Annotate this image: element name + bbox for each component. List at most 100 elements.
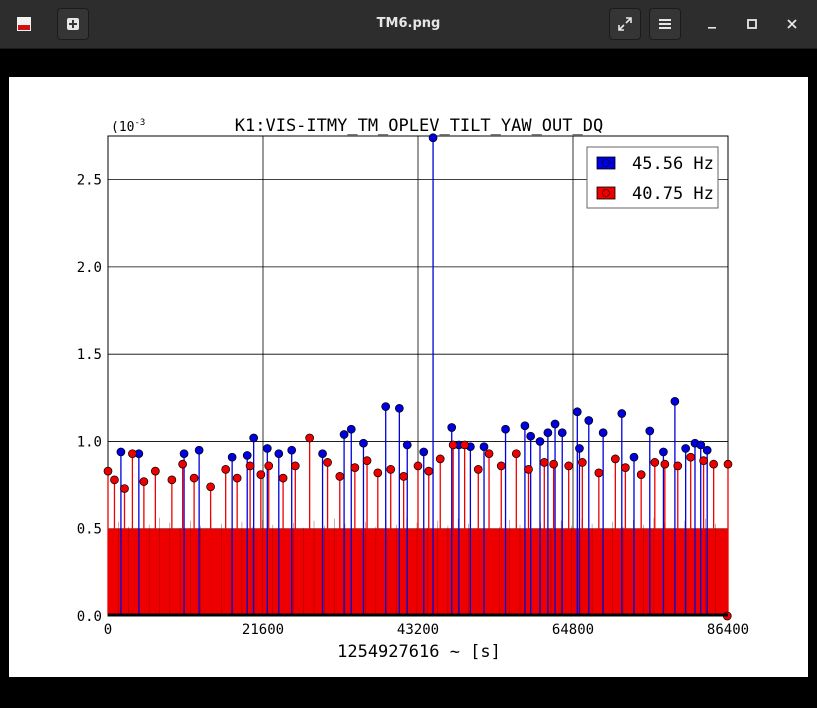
image-canvas: K1:VIS-ITMY_TM_OPLEV_TILT_YAW_OUT_DQ (10… (9, 77, 808, 677)
blue-stem-marker (645, 426, 655, 436)
x-tick-label: 21600 (242, 622, 284, 638)
blue-stem-marker (696, 440, 706, 450)
red-stem-marker (636, 470, 646, 479)
red-stem-marker (305, 433, 314, 443)
blue-stem-marker (339, 430, 349, 439)
red-stem-marker (686, 452, 696, 462)
maximize-button[interactable] (740, 12, 764, 36)
blue-stem-marker (526, 431, 536, 441)
legend: 45.56 Hz 40.75 Hz (586, 146, 719, 209)
y-tick-label: 0.0 (77, 609, 102, 625)
close-button[interactable] (780, 12, 804, 36)
red-stem-marker (245, 461, 255, 471)
red-stem-marker (723, 459, 733, 469)
red-stem-marker (610, 454, 620, 464)
blue-stem-marker (543, 428, 553, 438)
window-title: TM6.png (376, 16, 441, 31)
blue-stem-marker (116, 447, 126, 457)
x-axis-label: 1254927616 ~ [s] (337, 642, 501, 662)
blue-stem-marker (179, 449, 189, 459)
blue-stem-marker (479, 442, 489, 452)
x-tick-label: 0 (104, 622, 112, 638)
red-stem-marker (323, 458, 332, 467)
red-stem-marker (139, 477, 149, 486)
red-stem-marker (650, 458, 660, 467)
y-scale-exponent: -3 (134, 118, 145, 128)
y-tick-label: 2.5 (77, 173, 102, 189)
chart-svg: K1:VIS-ITMY_TM_OPLEV_TILT_YAW_OUT_DQ (10… (77, 116, 749, 662)
red-stem-marker (373, 468, 383, 478)
hamburger-icon (659, 19, 671, 29)
red-stem-marker (413, 461, 423, 471)
fullscreen-button[interactable] (609, 8, 641, 40)
blue-stem-marker (249, 433, 259, 443)
red-stem-marker (524, 465, 533, 474)
blue-stem-marker (557, 428, 567, 438)
close-icon (787, 19, 797, 29)
red-stem-marker (362, 456, 372, 466)
blue-stem-marker (584, 416, 594, 425)
red-stem-marker (386, 465, 396, 474)
blue-stem-marker (359, 438, 368, 448)
red-stem-marker (350, 463, 360, 472)
red-stem-marker (435, 454, 445, 464)
blue-stem-marker (629, 452, 639, 462)
red-stem-marker (167, 475, 177, 485)
legend-label: 40.75 Hz (632, 184, 714, 204)
blue-stem-marker (346, 424, 356, 434)
red-stem-marker (424, 466, 434, 476)
y-tick-label: 2.0 (77, 260, 102, 276)
red-stem-marker (151, 466, 160, 476)
red-stem-marker (256, 470, 266, 479)
red-stem-marker (103, 466, 113, 476)
menu-button[interactable] (649, 8, 681, 40)
minimize-button[interactable] (700, 12, 724, 36)
red-stem-marker (335, 472, 345, 481)
blue-stem-marker (394, 403, 404, 413)
x-tick-label: 86400 (707, 622, 749, 638)
red-stem-marker (699, 456, 708, 466)
blue-stem-marker (194, 445, 204, 455)
red-stem-marker (511, 449, 521, 459)
y-scale-label-base: (10 (111, 120, 134, 135)
plus-box-icon (67, 18, 79, 30)
red-stem-marker (206, 482, 215, 492)
red-stem-marker (484, 449, 494, 459)
new-button[interactable] (57, 8, 89, 40)
legend-marker (602, 189, 610, 197)
blue-stem-marker (535, 437, 545, 446)
red-stem-marker (539, 458, 549, 467)
blue-stem-marker (381, 402, 391, 411)
x-tick-label: 64800 (552, 622, 594, 638)
blue-stem-marker (572, 407, 582, 417)
maximize-icon (747, 19, 757, 29)
blue-stem-marker (617, 409, 627, 418)
blue-stem-marker (670, 396, 680, 406)
red-stem-marker (448, 440, 458, 450)
expand-icon (618, 17, 632, 31)
y-scale-label: (10-3 (111, 118, 145, 135)
red-stem-marker (110, 475, 119, 485)
red-stem-marker (178, 459, 187, 469)
red-stem-marker (278, 473, 288, 483)
red-stem-marker (549, 459, 558, 469)
image-viewer: K1:VIS-ITMY_TM_OPLEV_TILT_YAW_OUT_DQ (10… (0, 49, 817, 708)
red-stem-marker (128, 449, 137, 459)
red-stem-marker (189, 473, 199, 483)
red-stem-marker (399, 472, 408, 481)
y-tick-label: 1.5 (77, 347, 102, 363)
red-stem-marker (221, 465, 231, 474)
blue-stem-marker (575, 444, 584, 453)
red-stem-marker (660, 459, 670, 469)
blue-stem-marker (262, 444, 272, 453)
red-stem-marker (673, 461, 683, 471)
blue-stem-marker (419, 447, 429, 457)
blue-stem-marker (550, 419, 560, 429)
red-stem-marker (621, 463, 630, 472)
y-tick-label: 0.5 (77, 522, 102, 538)
blue-stem-marker (598, 428, 608, 438)
y-tick-label: 1.0 (77, 434, 102, 450)
blue-stem-marker (274, 449, 284, 459)
legend-label: 45.56 Hz (632, 154, 714, 174)
red-stem-marker (473, 465, 483, 474)
